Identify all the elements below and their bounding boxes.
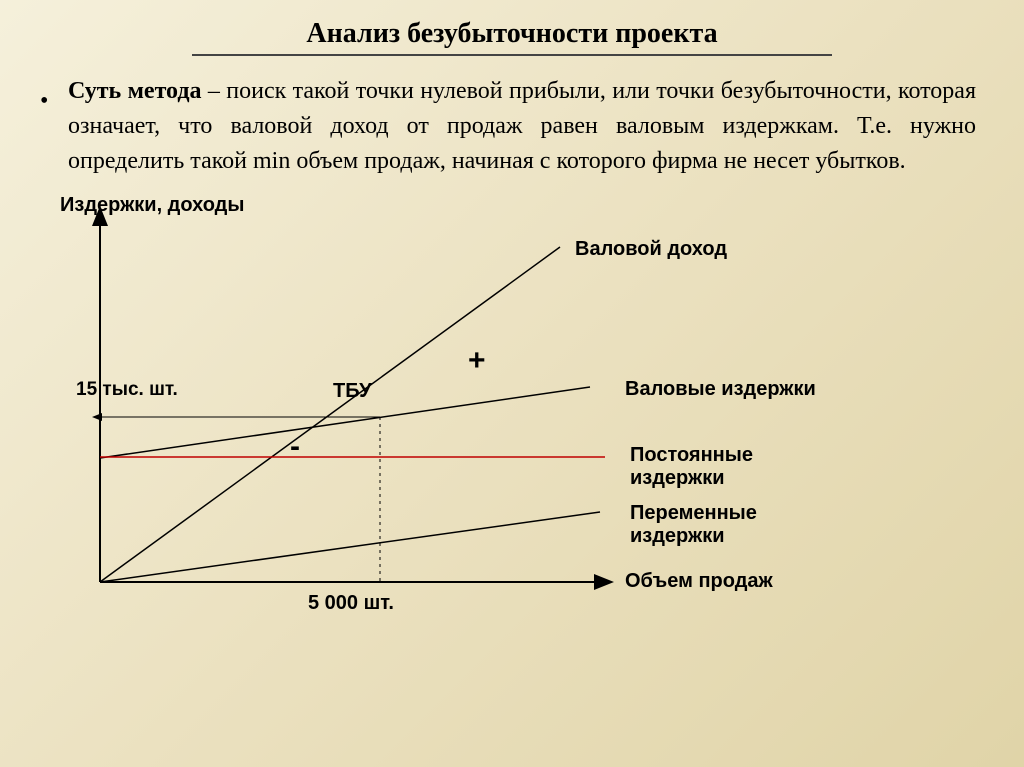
x-axis-label: Объем продаж <box>625 570 773 593</box>
gross-costs-label: Валовые издержки <box>625 378 816 401</box>
variable-costs-line <box>100 512 600 582</box>
gross-income-line <box>100 247 560 582</box>
title-underline <box>192 54 832 56</box>
desc-bold: Суть метода <box>68 78 202 104</box>
bullet-icon: • <box>40 84 48 119</box>
x-value-label: 5 000 шт. <box>308 592 394 615</box>
desc-rest: – поиск такой точки нулевой прибыли, или… <box>68 78 976 174</box>
loss-zone-minus: - <box>290 430 300 464</box>
chart-svg <box>70 202 970 622</box>
gross-income-label: Валовой доход <box>575 238 727 261</box>
y-value-label: 15 тыс. шт. <box>76 379 178 401</box>
profit-zone-plus: + <box>468 344 486 378</box>
break-even-label: ТБУ <box>333 380 372 403</box>
fixed-costs-label: Постоянные издержки <box>630 444 770 490</box>
y-axis-label: Издержки, доходы <box>60 194 244 217</box>
variable-costs-label: Переменные издержки <box>630 502 780 548</box>
slide-title: Анализ безубыточности проекта <box>0 0 1024 54</box>
break-even-chart: Издержки, доходы Объем продаж Валовой до… <box>70 202 970 622</box>
description-block: • Суть метода – поиск такой точки нулево… <box>0 74 1024 178</box>
